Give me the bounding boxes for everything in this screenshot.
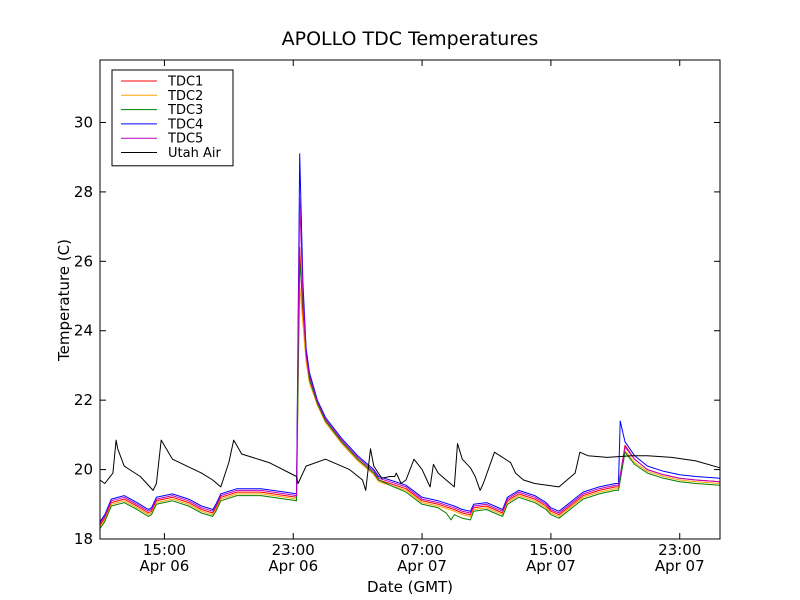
- x-tick-label-date: Apr 07: [526, 557, 576, 575]
- x-tick-label-time: 15:00: [143, 541, 186, 559]
- y-axis-label: Temperature (C): [55, 239, 73, 362]
- legend-label: TDC4: [167, 117, 203, 132]
- plot-frame: [99, 59, 721, 540]
- x-tick-label-time: 15:00: [529, 541, 572, 559]
- x-tick-label-time: 07:00: [400, 541, 443, 559]
- legend-box: [111, 69, 234, 167]
- series-line-utah-air: [99, 439, 721, 491]
- y-tick-label: 30: [74, 113, 93, 131]
- legend-label: TDC5: [167, 132, 203, 147]
- chart-title: APOLLO TDC Temperatures: [282, 28, 539, 50]
- legend-label: TDC2: [167, 89, 203, 104]
- x-tick-label-date: Apr 07: [397, 557, 447, 575]
- series-line-tdc2: [99, 285, 721, 528]
- y-tick-label: 20: [74, 461, 93, 479]
- legend-label: Utah Air: [168, 146, 221, 161]
- x-tick-label-date: Apr 06: [268, 557, 318, 575]
- legend-label: TDC1: [167, 75, 203, 90]
- x-tick-label-time: 23:00: [658, 541, 701, 559]
- series-line-tdc3: [99, 260, 721, 529]
- y-tick-label: 28: [74, 183, 93, 201]
- x-axis-label: Date (GMT): [367, 578, 453, 596]
- y-tick-label: 18: [74, 530, 93, 548]
- series-line-tdc5: [99, 198, 721, 524]
- y-tick-label: 24: [74, 322, 93, 340]
- y-tick-label: 22: [74, 391, 93, 409]
- x-tick-label-date: Apr 06: [140, 557, 190, 575]
- legend-label: TDC3: [167, 103, 203, 118]
- series-layer: [99, 153, 721, 529]
- y-axis: 18 20 22 24 26 28 30: [74, 113, 720, 548]
- x-tick-label-date: Apr 07: [655, 557, 705, 575]
- x-tick-label-time: 23:00: [272, 541, 315, 559]
- y-tick-label: 26: [74, 252, 93, 270]
